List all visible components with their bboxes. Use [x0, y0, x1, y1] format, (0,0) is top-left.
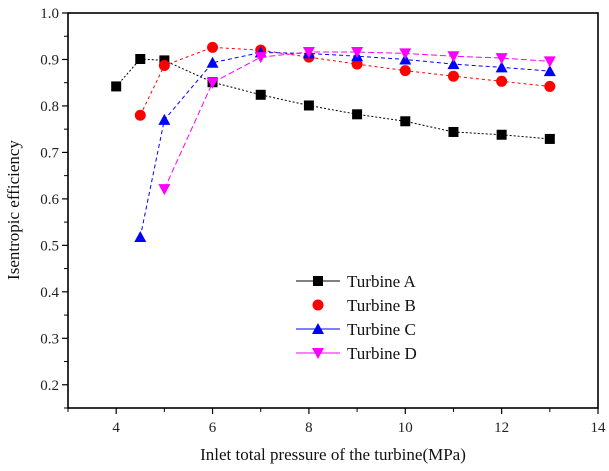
- data-point: [135, 54, 146, 65]
- data-point: [400, 116, 411, 127]
- legend: Turbine A Turbine B Turbine C Turbine D: [296, 272, 417, 363]
- x-tick-label: 6: [209, 420, 217, 436]
- y-tick-label: 0.7: [40, 145, 59, 161]
- legend-item: Turbine B: [312, 296, 416, 315]
- data-point: [399, 48, 412, 60]
- plot-frame: [67, 12, 599, 409]
- x-tick-label: 12: [494, 420, 509, 436]
- series-line: [163, 51, 550, 190]
- y-axis-title: Isentropic efficiency: [4, 140, 23, 280]
- data-point: [111, 81, 122, 92]
- data-point: [254, 52, 267, 64]
- y-tick-label: 0.9: [40, 52, 59, 68]
- legend-item: Turbine C: [296, 320, 416, 339]
- series-turbine-a: [111, 54, 555, 144]
- x-tick-label: 4: [112, 420, 120, 436]
- data-point: [351, 47, 364, 59]
- series-turbine-d: [158, 47, 556, 196]
- x-axis-title: Inlet total pressure of the turbine(MPa): [200, 445, 466, 464]
- legend-marker: [313, 276, 323, 286]
- legend-label: Turbine D: [347, 344, 417, 363]
- data-point: [399, 65, 411, 77]
- data-point: [158, 60, 170, 72]
- legend-label: Turbine A: [347, 272, 417, 291]
- data-point: [158, 113, 171, 125]
- data-point: [447, 51, 460, 63]
- legend-item: Turbine A: [296, 272, 417, 291]
- series-line: [115, 58, 550, 140]
- data-point: [447, 70, 459, 82]
- data-point: [303, 100, 314, 111]
- y-tick-label: 0.3: [40, 331, 59, 347]
- data-point: [544, 80, 556, 92]
- y-tick-label: 0.4: [40, 285, 59, 301]
- data-point: [158, 184, 171, 196]
- axes: 4 6 8 10 12 14 0.2 0.3 0.4 0.5 0.6 0.7 0.8 0.9 1.0: [40, 6, 606, 436]
- legend-marker: [312, 323, 324, 334]
- y-tick-label: 0.2: [40, 378, 59, 394]
- series-layer: [111, 41, 556, 242]
- series-line: [139, 51, 550, 238]
- legend-marker: [312, 348, 324, 359]
- data-point: [207, 41, 219, 53]
- data-point: [351, 58, 363, 70]
- data-point: [352, 109, 363, 120]
- data-point: [543, 65, 556, 77]
- y-tick-label: 0.6: [40, 192, 59, 208]
- data-point: [495, 53, 508, 65]
- data-point: [134, 109, 146, 121]
- y-tick-label: 1.0: [40, 6, 59, 22]
- data-point: [206, 56, 219, 68]
- data-point: [302, 47, 315, 59]
- data-point: [447, 58, 460, 70]
- data-point: [495, 61, 508, 73]
- plot-border: [67, 12, 599, 409]
- legend-label: Turbine B: [347, 296, 416, 315]
- data-point: [496, 75, 508, 87]
- x-tick-label: 8: [305, 420, 313, 436]
- data-point: [448, 126, 459, 137]
- data-point: [543, 56, 556, 68]
- series-line: [139, 46, 550, 116]
- data-point: [134, 230, 147, 242]
- data-point: [206, 77, 219, 89]
- x-tick-label: 14: [591, 420, 607, 436]
- y-tick-label: 0.5: [40, 238, 59, 254]
- data-point: [255, 89, 266, 100]
- legend-marker: [312, 299, 324, 311]
- legend-label: Turbine C: [347, 320, 416, 339]
- x-tick-label: 10: [398, 420, 413, 436]
- legend-item: Turbine D: [296, 344, 417, 363]
- data-point: [496, 129, 507, 140]
- data-point: [544, 133, 555, 144]
- series-turbine-b: [134, 41, 556, 121]
- y-tick-label: 0.8: [40, 99, 59, 115]
